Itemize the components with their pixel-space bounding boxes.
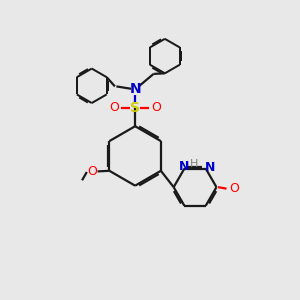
Text: N: N <box>205 161 215 174</box>
Text: O: O <box>229 182 238 195</box>
Text: O: O <box>151 101 161 114</box>
Text: N: N <box>178 160 189 173</box>
Text: O: O <box>87 165 97 178</box>
Text: N: N <box>129 82 141 96</box>
Text: O: O <box>110 101 119 114</box>
Text: S: S <box>130 101 140 115</box>
Text: H: H <box>190 160 198 170</box>
